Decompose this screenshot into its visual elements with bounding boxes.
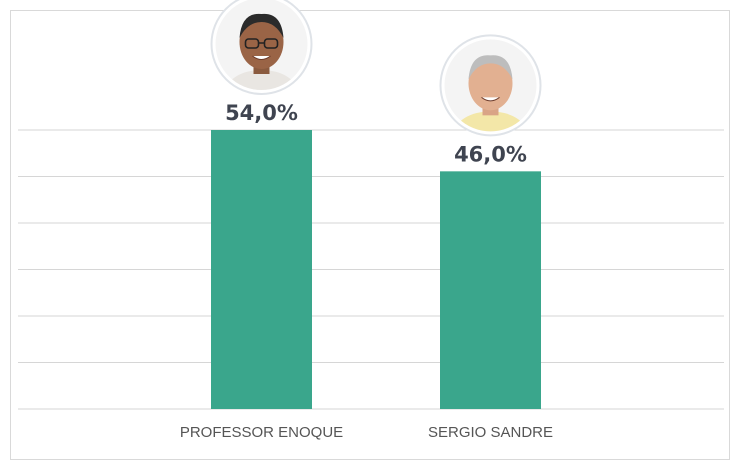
category-label: PROFESSOR ENOQUE [180, 424, 343, 441]
avatar-photo [444, 39, 537, 132]
avatar-face [239, 15, 284, 69]
data-label: 54,0% [225, 101, 298, 125]
avatar-hair [239, 13, 284, 38]
avatar-shirt [454, 111, 527, 132]
bar [211, 130, 312, 409]
avatar-photo [215, 0, 308, 90]
candidate-photo-professor-enoque [210, 0, 313, 95]
avatar-smile [252, 55, 271, 60]
bar [440, 171, 541, 409]
avatar-smile [481, 96, 500, 102]
avatar-hair [468, 55, 513, 80]
data-label: 46,0% [454, 142, 527, 166]
chart-frame [10, 10, 730, 460]
avatar-shirt [225, 70, 298, 90]
candidate-photo-sergio-sandre [439, 34, 542, 137]
category-label: SERGIO SANDRE [428, 424, 553, 441]
avatar-face [468, 56, 513, 111]
